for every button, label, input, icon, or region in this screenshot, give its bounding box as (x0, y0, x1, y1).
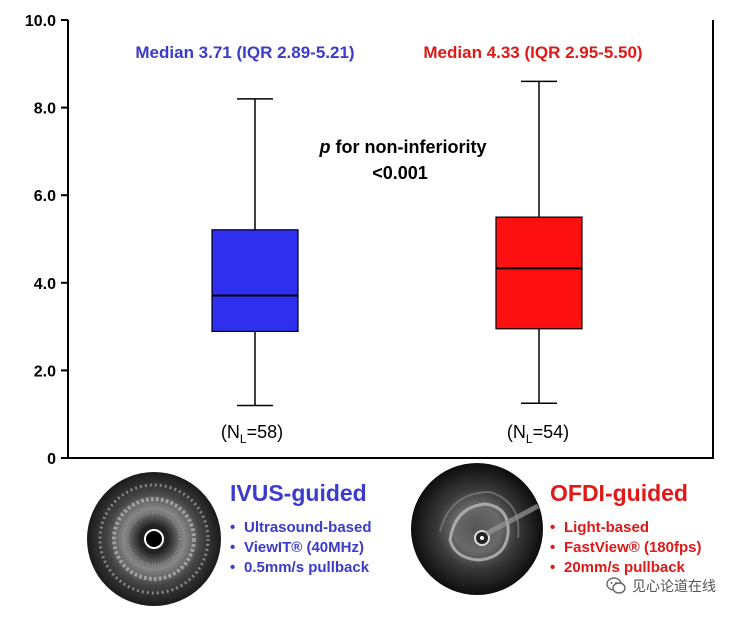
p-text: for non-inferiority (331, 137, 487, 157)
y-tick-label: 0 (47, 451, 56, 468)
ivus-feature-item: 0.5mm/s pullback (230, 558, 372, 578)
boxes (211, 80, 583, 407)
ivus-image (87, 472, 221, 606)
ofdi-n-label: (NL=54) (507, 422, 569, 446)
ofdi-iqr-box (495, 216, 583, 330)
ofdi-title: OFDI-guided (550, 480, 688, 506)
p-value-annotation-line1: p for non-inferiority (319, 137, 487, 157)
ivus-n-subscript: L (240, 432, 247, 446)
ofdi-feature-item: FastView® (180fps) (550, 538, 702, 558)
y-tick-label: 6.0 (34, 188, 56, 205)
ofdi-n-prefix: (N (507, 422, 526, 442)
ivus-feature-item: ViewIT® (40MHz) (230, 538, 372, 558)
watermark: 见心论道在线 (606, 576, 716, 596)
wechat-icon (606, 577, 626, 594)
ofdi-n-subscript: L (526, 432, 533, 446)
y-tick-label: 4.0 (34, 276, 56, 293)
y-tick-label: 2.0 (34, 363, 56, 380)
box-plot-chart: 0 2.0 4.0 6.0 8.0 10.0 Median 3.71 (IQR 2.89-… (25, 13, 714, 468)
p-value-annotation-line2: <0.001 (372, 163, 428, 183)
ofdi-median-label: Median 4.33 (IQR 2.95-5.50) (423, 43, 642, 62)
ivus-iqr-box (211, 229, 299, 333)
ivus-n-prefix: (N (221, 422, 240, 442)
ivus-median-label: Median 3.71 (IQR 2.89-5.21) (135, 43, 354, 62)
ofdi-feature-item: 20mm/s pullback (550, 558, 702, 578)
ofdi-n-value: =54) (533, 422, 570, 442)
y-ticks: 0 2.0 4.0 6.0 8.0 10.0 (25, 13, 68, 468)
ofdi-feature-item: Light-based (550, 518, 702, 538)
y-tick-label: 10.0 (25, 13, 56, 30)
ivus-feature-item: Ultrasound-based (230, 518, 372, 538)
watermark-text: 见心论道在线 (632, 579, 716, 595)
ivus-title: IVUS-guided (230, 480, 367, 506)
y-tick-label: 8.0 (34, 101, 56, 118)
ofdi-image (411, 463, 543, 595)
ivus-n-label: (NL=58) (221, 422, 283, 446)
p-symbol: p (319, 137, 331, 157)
ofdi-feature-list: Light-based FastView® (180fps) 20mm/s pu… (550, 518, 702, 578)
ivus-n-value: =58) (247, 422, 284, 442)
ivus-feature-list: Ultrasound-based ViewIT® (40MHz) 0.5mm/s… (230, 518, 372, 578)
